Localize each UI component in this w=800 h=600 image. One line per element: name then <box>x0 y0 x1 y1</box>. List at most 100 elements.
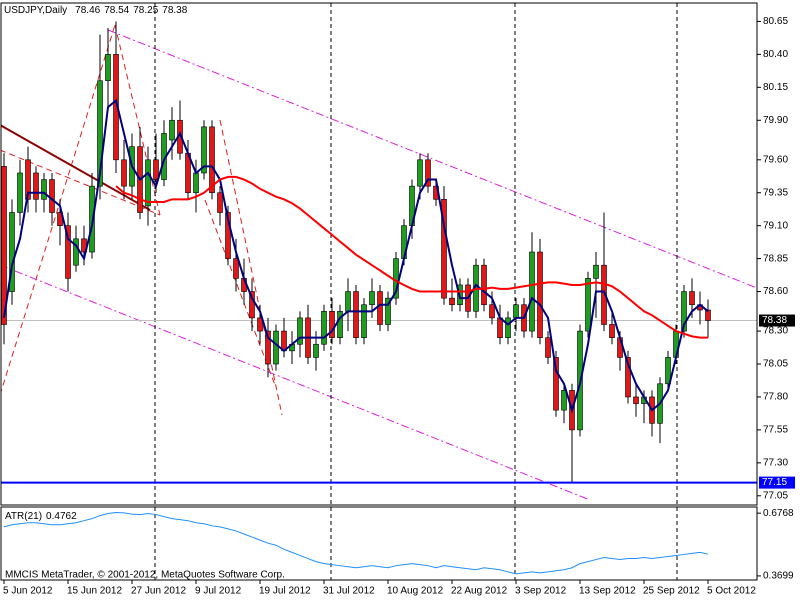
candle-body <box>217 192 223 213</box>
candle-body <box>145 159 151 207</box>
ohlc-low: 78.25 <box>133 5 158 16</box>
x-tick-label: 9 Jul 2012 <box>195 586 242 597</box>
candle-body <box>329 311 335 338</box>
candle-body <box>65 225 71 279</box>
y-tick-label: 78.05 <box>763 359 788 370</box>
candle-body <box>17 172 23 213</box>
main-frame <box>0 2 758 506</box>
candle-body <box>385 297 391 325</box>
candle-body <box>345 291 351 312</box>
y-tick-label: 79.60 <box>763 154 788 165</box>
candle-body <box>297 317 303 345</box>
x-tick-label: 22 Aug 2012 <box>451 586 508 597</box>
trend-line <box>1 124 151 211</box>
candle-body <box>233 258 239 279</box>
candle-body <box>377 291 383 325</box>
y-tick-label: 0.3699 <box>763 571 794 582</box>
indicator-label: ATR(21) 0.4762 <box>5 511 77 522</box>
candle-body <box>689 291 695 306</box>
candle-body <box>489 304 495 319</box>
x-tick-label: 3 Sep 2012 <box>515 586 567 597</box>
candle-body <box>481 264 487 306</box>
candle-body <box>593 264 599 279</box>
candle-body <box>41 179 47 200</box>
atr-separators <box>154 507 678 580</box>
candle-body <box>449 297 455 306</box>
y-tick-label: 79.35 <box>763 187 788 198</box>
y-tick-label: 79.10 <box>763 220 788 231</box>
y-tick-label: 78.60 <box>763 286 788 297</box>
main-panel <box>1 21 757 484</box>
candle-body <box>417 159 423 187</box>
price-box-label: 78.38 <box>762 315 787 326</box>
candle-body <box>49 179 55 213</box>
x-tick-label: 25 Sep 2012 <box>643 586 700 597</box>
candle-body <box>537 251 543 338</box>
candle-body <box>705 309 711 321</box>
candle-body <box>201 126 207 174</box>
trend-line <box>114 24 161 216</box>
atr-frame <box>0 506 758 581</box>
candle-body <box>561 390 567 411</box>
candle-body <box>425 159 431 187</box>
moving-average <box>115 175 708 339</box>
indicator-value: 0.4762 <box>46 511 77 522</box>
price-box <box>759 476 795 489</box>
y-tick-label: 77.05 <box>763 490 788 501</box>
candle-body <box>609 324 615 338</box>
footer: MMCIS MetaTrader, © 2001-2012, MetaQuote… <box>5 570 285 581</box>
candle-body <box>353 291 359 338</box>
y-tick-label: 80.65 <box>763 16 788 27</box>
candle-body <box>681 291 687 332</box>
candle-body <box>441 199 447 299</box>
y-tick-label: 80.15 <box>763 82 788 93</box>
candle-body <box>505 317 511 338</box>
atr-panel <box>3 512 709 575</box>
symbol-title: USDJPY,Daily <box>4 5 67 16</box>
moving-average <box>3 98 709 414</box>
candle-body <box>153 159 159 180</box>
chart-header: USDJPY,Daily 78.46 78.54 78.25 78.38 <box>4 5 188 16</box>
candle-body <box>281 330 287 352</box>
ohlc-high: 78.54 <box>104 5 129 16</box>
drawing-objects <box>1 3 757 505</box>
trend-line <box>1 149 161 216</box>
y-tick-label: 77.80 <box>763 392 788 403</box>
trend-line <box>1 24 116 394</box>
candle-body <box>585 278 591 332</box>
x-tick-label: 19 Jul 2012 <box>259 586 311 597</box>
y-tick-label: 78.85 <box>763 253 788 264</box>
candle-body <box>193 172 199 194</box>
x-tick-label: 10 Aug 2012 <box>387 586 444 597</box>
y-tick-label: 80.40 <box>763 49 788 60</box>
x-tick-label: 5 Oct 2012 <box>707 586 756 597</box>
ohlc-close: 78.38 <box>162 5 187 16</box>
x-tick-label: 27 Jun 2012 <box>131 586 186 597</box>
candle-body <box>225 212 231 259</box>
candle-body <box>361 304 367 338</box>
trend-line <box>219 119 283 416</box>
candle-body <box>209 126 215 194</box>
candle-body <box>337 311 343 338</box>
candle-body <box>321 311 327 345</box>
channel-line <box>1 264 591 501</box>
candle-body <box>601 264 607 325</box>
price-box <box>759 314 795 327</box>
chart-layer: USDJPY,Daily 78.46 78.54 78.25 78.38 80.65 80.… <box>1 5 795 597</box>
y-tick-label: 79.90 <box>763 115 788 126</box>
y-tick-label: 0.6768 <box>763 508 794 519</box>
candle-body <box>73 238 79 266</box>
candle-body <box>665 357 671 385</box>
candle-body <box>249 291 255 319</box>
ohlc-open: 78.46 <box>75 5 100 16</box>
channel-line <box>107 29 757 289</box>
candle-body <box>25 159 31 200</box>
x-tick-label: 13 Sep 2012 <box>579 586 636 597</box>
candle-body <box>257 317 263 332</box>
candle-body <box>553 357 559 411</box>
candle-body <box>9 212 15 292</box>
candle-body <box>369 291 375 306</box>
candle-body <box>265 330 271 365</box>
trend-line <box>204 199 276 386</box>
